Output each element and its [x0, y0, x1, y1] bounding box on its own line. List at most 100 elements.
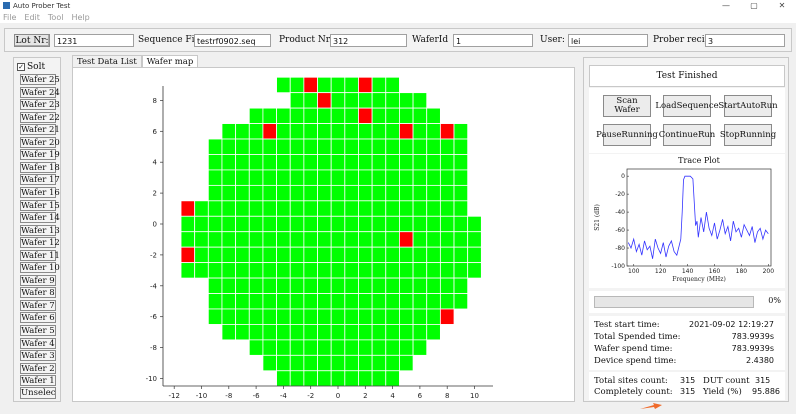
info-bar: Lot Nr: 1231 Sequence File: testrf0902.s…: [4, 28, 792, 52]
wafer-die-pass: [221, 154, 237, 171]
wafer-button[interactable]: Wafer 12: [20, 237, 60, 249]
wafer-button[interactable]: Wafer 25: [20, 74, 60, 85]
wafer-die-pass: [344, 215, 359, 233]
user-field[interactable]: lei: [568, 34, 648, 47]
menu-edit[interactable]: Edit: [24, 12, 40, 22]
wafer-die-pass: [412, 215, 428, 233]
maximize-icon[interactable]: ▢: [750, 1, 758, 10]
wafer-button[interactable]: Wafer 19: [20, 149, 60, 161]
completely-count-value: 315: [680, 387, 696, 396]
wafer-button[interactable]: Wafer 1: [20, 375, 56, 387]
test-start-label: Test start time:: [594, 320, 660, 330]
wafer-button[interactable]: Wafer 20: [20, 136, 60, 148]
continue-run-button[interactable]: Continue Run: [659, 124, 715, 146]
test-start-value: 2021-09-02 12:19:27: [689, 320, 774, 329]
wafer-button[interactable]: Wafer 11: [20, 249, 60, 261]
wafer-die-pass: [439, 184, 455, 202]
wafer-die-pass: [385, 231, 400, 248]
wafer-die-pass: [207, 169, 223, 186]
wafer-button[interactable]: Wafer 24: [20, 86, 60, 98]
wafer-die-pass: [399, 184, 414, 202]
plot-frame: [626, 168, 772, 267]
trace-plot-chart: Trace Plot 100 120 140 160 180 200 0 -20 -40 -60 -8…: [594, 156, 774, 283]
product-nr-field[interactable]: 312: [330, 34, 407, 47]
wafer-die-pass: [330, 123, 346, 140]
wafer-die-pass: [207, 184, 223, 202]
y-tick-label: 2: [153, 190, 157, 198]
minimize-icon[interactable]: —: [722, 1, 730, 10]
wafer-button[interactable]: Wafer 23: [20, 99, 60, 111]
wafer-die-pass: [303, 169, 318, 186]
x-tick-label: 160: [709, 268, 721, 275]
load-sequence-label-1: Load: [655, 100, 677, 111]
wafer-die-pass: [235, 184, 250, 202]
wafer-button[interactable]: Wafer 15: [20, 199, 60, 211]
start-autorun-button[interactable]: Start AutoRun: [718, 95, 778, 117]
menu-help[interactable]: Help: [71, 12, 90, 22]
wafer-button[interactable]: Wafer 22: [20, 111, 60, 123]
sequence-file-field[interactable]: testrf0902.seq: [194, 34, 271, 47]
wafer-button[interactable]: Wafer 8: [20, 287, 56, 299]
x-tick-label: 100: [628, 268, 640, 275]
wafer-die-pass: [221, 200, 237, 217]
wafer-die-pass: [248, 293, 264, 310]
x-tick-label: 180: [736, 268, 748, 275]
wafer-die-pass: [412, 184, 428, 202]
solt-checkbox[interactable]: ✓: [17, 62, 25, 71]
wafer-die-pass: [262, 308, 277, 325]
scan-wafer-button[interactable]: Scan Wafer: [603, 95, 651, 117]
wafer-button[interactable]: Wafer 2: [20, 362, 56, 374]
stop-running-button[interactable]: Stop Running: [720, 124, 776, 146]
menu-file[interactable]: File: [3, 12, 17, 22]
y-axis-label: S21 (dB): [594, 204, 601, 231]
wafer-button[interactable]: Wafer 13: [20, 224, 60, 236]
wafer-die-pass: [344, 293, 359, 310]
wafer-die-pass: [317, 184, 332, 202]
wafer-button[interactable]: Wafer 4: [20, 337, 56, 349]
total-sites-label: Total sites count:: [594, 376, 668, 386]
lot-nr-button[interactable]: Lot Nr:: [14, 34, 50, 47]
menu-tool[interactable]: Tool: [47, 12, 64, 22]
unselect-button[interactable]: Unselecte: [20, 387, 56, 399]
wafer-die-pass: [235, 123, 250, 140]
status-text: Test Finished: [589, 65, 785, 87]
wafer-die-pass: [358, 262, 373, 279]
wafer-die-pass: [303, 154, 318, 171]
solt-checkbox-row[interactable]: ✓ Solt: [17, 61, 45, 72]
progress-text: 0%: [768, 296, 781, 305]
wafer-die-pass: [399, 154, 414, 171]
wafer-die-pass: [262, 184, 277, 202]
wafer-button[interactable]: Wafer 9: [20, 274, 56, 286]
wafer-die-pass: [371, 262, 387, 279]
wafer-button[interactable]: Wafer 21: [20, 124, 60, 136]
close-icon[interactable]: ✕: [778, 1, 786, 10]
lot-nr-field[interactable]: 1231: [54, 34, 134, 47]
wafer-die-pass: [317, 262, 332, 279]
prober-recipe-field[interactable]: 3: [705, 34, 785, 47]
wafer-die-pass: [221, 324, 237, 341]
wafer-die-fail: [439, 123, 455, 140]
wafer-button[interactable]: Wafer 10: [20, 262, 60, 274]
wafer-map-chart[interactable]: -12 -10 -8 -6 -4 -2 0 2 4 6 8 10 8 6 4 2 0 -2 -4 -6 -8 -10: [73, 68, 574, 401]
wafer-die-pass: [289, 76, 305, 94]
dut-count-value: 315: [755, 376, 771, 385]
tab-wafer-map[interactable]: Wafer map: [141, 55, 199, 68]
wafer-button[interactable]: Wafer 16: [20, 186, 60, 198]
wafer-button[interactable]: Wafer 7: [20, 299, 56, 311]
wafer-button[interactable]: Wafer 3: [20, 350, 56, 362]
pause-running-button[interactable]: Pause Running: [596, 124, 658, 146]
wafer-die-pass: [344, 138, 359, 155]
load-sequence-button[interactable]: Load Sequence: [655, 95, 719, 117]
wafer-die-pass: [330, 293, 346, 310]
wafer-button[interactable]: Wafer 17: [20, 174, 60, 186]
wafer-die-pass: [262, 138, 277, 155]
wafer-button[interactable]: Wafer 18: [20, 161, 60, 173]
wafer-button[interactable]: Wafer 14: [20, 212, 60, 224]
wafer-die-fail: [358, 76, 373, 94]
wafer-die-pass: [412, 107, 428, 124]
tab-test-data-list[interactable]: Test Data List: [72, 55, 142, 68]
wafer-button[interactable]: Wafer 6: [20, 312, 56, 324]
app-icon: [3, 2, 10, 9]
wafer-button[interactable]: Wafer 5: [20, 325, 56, 336]
wafer-id-field[interactable]: 1: [453, 34, 533, 47]
